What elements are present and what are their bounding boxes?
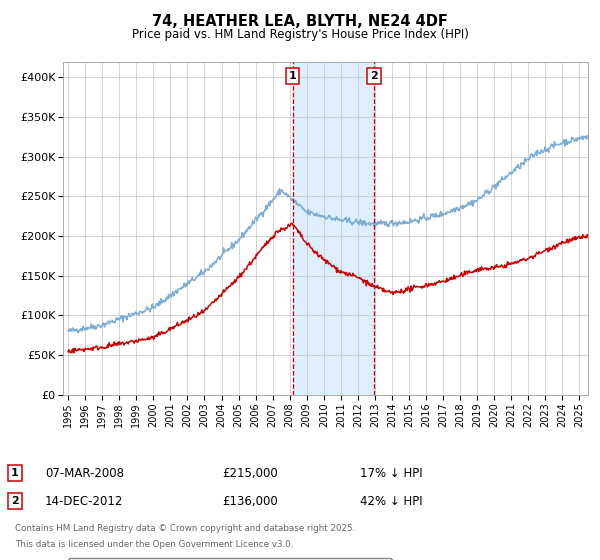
Text: Contains HM Land Registry data © Crown copyright and database right 2025.: Contains HM Land Registry data © Crown c… [15,524,355,533]
Text: Price paid vs. HM Land Registry's House Price Index (HPI): Price paid vs. HM Land Registry's House … [131,28,469,41]
Bar [293,62,374,395]
Text: 74, HEATHER LEA, BLYTH, NE24 4DF: 74, HEATHER LEA, BLYTH, NE24 4DF [152,14,448,29]
Text: This data is licensed under the Open Government Licence v3.0.: This data is licensed under the Open Gov… [15,540,293,549]
Text: 14-DEC-2012: 14-DEC-2012 [45,494,124,508]
Text: £215,000: £215,000 [222,466,278,480]
Text: 2: 2 [11,496,19,506]
Text: 42% ↓ HPI: 42% ↓ HPI [360,494,422,508]
Text: 2: 2 [370,71,378,81]
Text: 1: 1 [289,71,296,81]
Legend: 74, HEATHER LEA, BLYTH, NE24 4DF (detached house), HPI: Average price, detached : 74, HEATHER LEA, BLYTH, NE24 4DF (detach… [68,558,392,560]
Text: 17% ↓ HPI: 17% ↓ HPI [360,466,422,480]
Text: 07-MAR-2008: 07-MAR-2008 [45,466,124,480]
Text: £136,000: £136,000 [222,494,278,508]
Text: 1: 1 [11,468,19,478]
